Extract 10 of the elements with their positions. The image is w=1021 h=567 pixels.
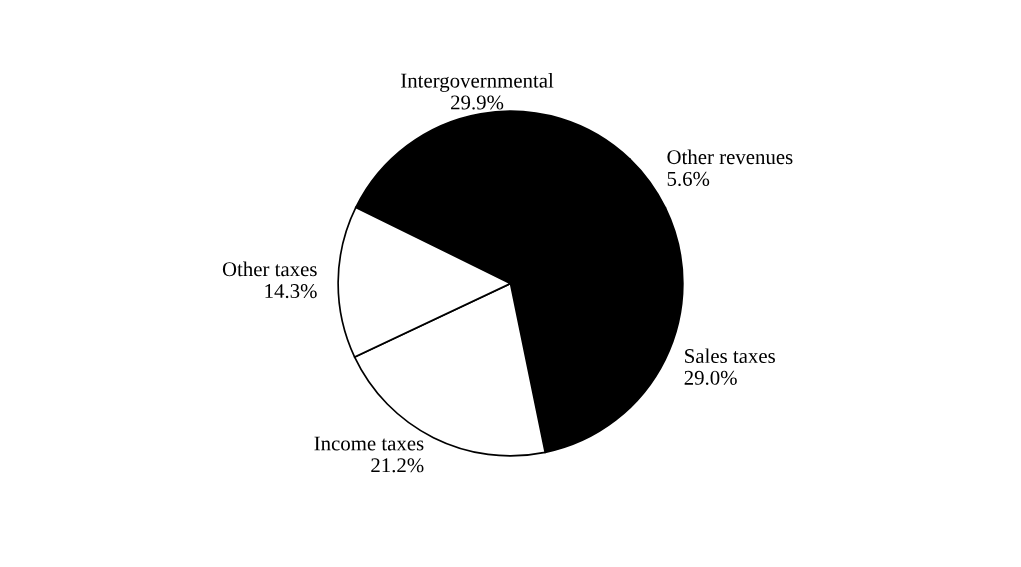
slice-label: Other taxes (222, 261, 317, 277)
data-label: 14.3% (265, 284, 317, 299)
slice-label: Sales taxes (685, 348, 775, 364)
slice-label: Other revenues (667, 149, 793, 165)
slice-label: Intergovernmental (401, 73, 554, 92)
data-label: 21.2% (371, 458, 424, 473)
data-label: 29.9% (451, 95, 504, 110)
data-label: 29.0% (684, 370, 737, 385)
data-label: 5.6% (667, 171, 710, 187)
slice-label: Income taxes (314, 436, 424, 451)
